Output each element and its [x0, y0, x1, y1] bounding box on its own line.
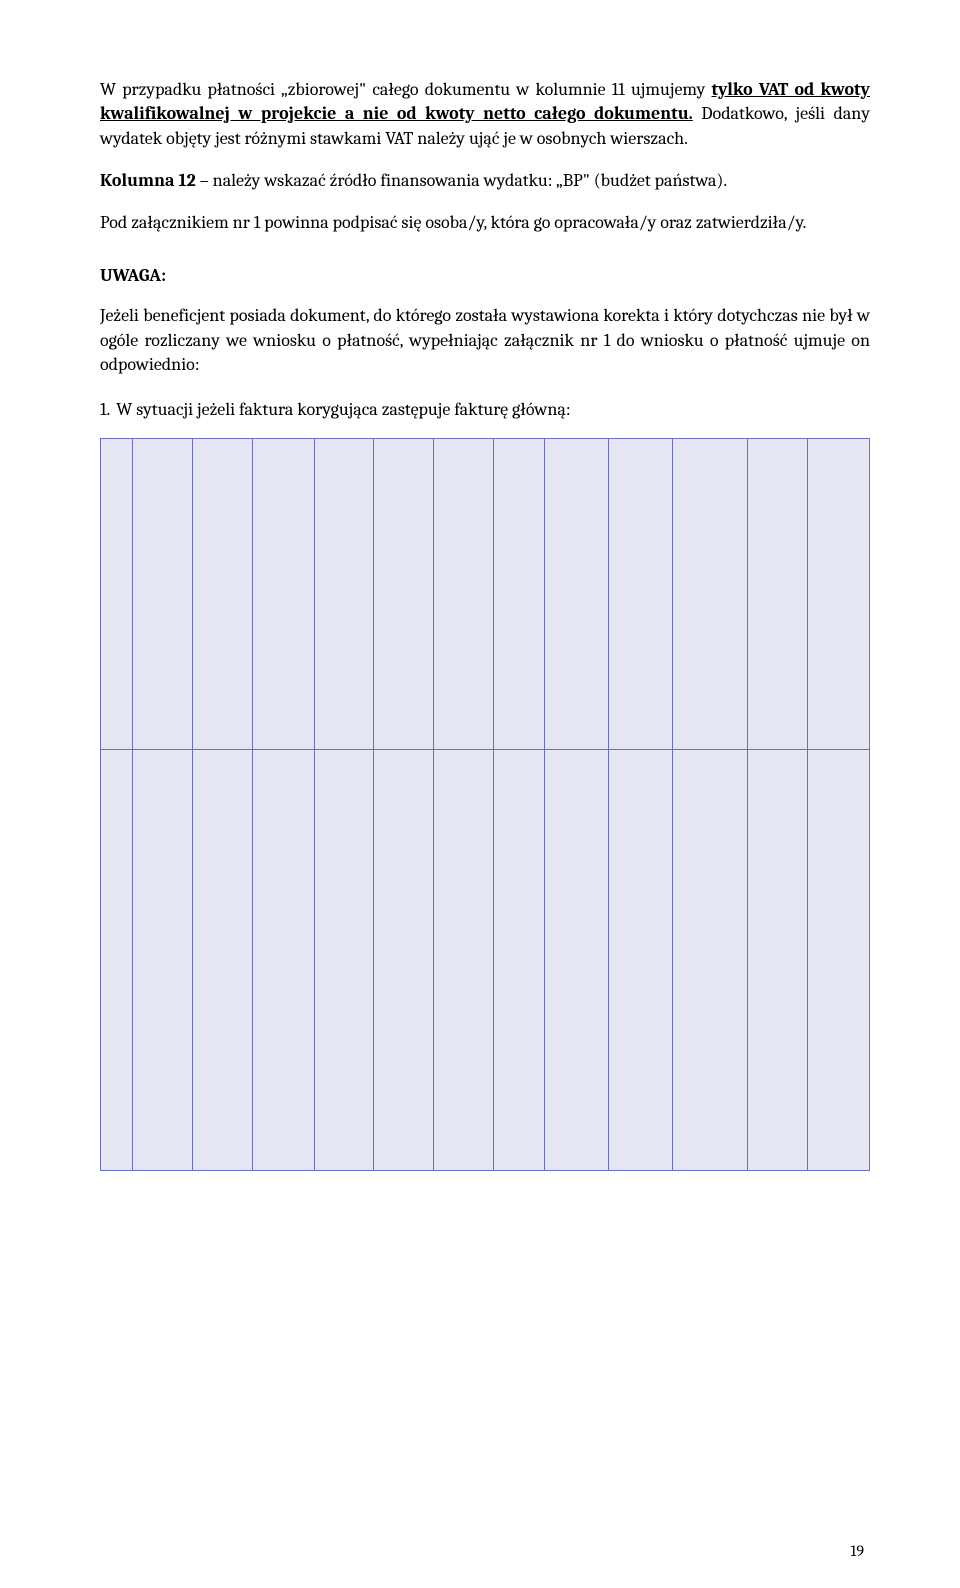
paragraph-4: Jeżeli beneficjent posiada dokument, do … — [100, 304, 870, 377]
th-cross: Cross-financing (T/N) — [434, 439, 494, 750]
td-7 — [493, 750, 544, 1171]
page-number: 19 — [851, 1542, 864, 1560]
td-12 — [807, 750, 869, 1171]
td-5 — [374, 750, 434, 1171]
para1-pre: W przypadku płatności „zbiorowej" całego… — [100, 79, 712, 100]
table-row: - nr dokumentu korygującego - nr dokumen… — [101, 750, 870, 1171]
page: W przypadku płatności „zbiorowej" całego… — [0, 0, 960, 1588]
korekta-table: Lp. Nr dokumentu Nr księgowy lub ewidenc… — [100, 438, 870, 1171]
th-nazwa: Nazwa towaru lub usługi — [374, 439, 434, 750]
kolumna-12-label: Kolumna 12 — [100, 170, 196, 191]
td-1: - nr dokumentu korygującego — [133, 750, 193, 1171]
table-wrap: Lp. Nr dokumentu Nr księgowy lub ewidenc… — [100, 438, 870, 1171]
td-11: Kwota VAT od wydatków kwalifikowalnych z… — [748, 750, 808, 1171]
td-4: - data zapłaty kwoty kwalifikowalnej — [314, 750, 374, 1171]
uwaga-heading: UWAGA: — [100, 265, 870, 286]
th-vat: W tym VAT — [748, 439, 808, 750]
para2-rest: – należy wskazać źródło finansowania wyd… — [196, 170, 727, 191]
list-1-number: 1. — [100, 399, 110, 420]
list-1-text: W sytuacji jeżeli faktura korygująca zas… — [116, 399, 570, 420]
td-9: Kwota netto dokumentu korygującego — [609, 750, 673, 1171]
th-netto: Kwota dokumentu netto — [609, 439, 673, 750]
td-6 — [434, 750, 494, 1171]
paragraph-3: Pod załącznikiem nr 1 powinna podpisać s… — [100, 211, 870, 235]
th-lp: Lp. — [101, 439, 133, 750]
th-data-zapl: Data zapłaty — [314, 439, 374, 750]
th-kwalif: kwota wydatków kwalifikowanych — [673, 439, 748, 750]
th-data-wyst: Data wystawienia dokumentu — [252, 439, 314, 750]
td-2: - nr dokumentu korygującego — [192, 750, 252, 1171]
td-3: - data wystawienia dokumentu korygująceg… — [252, 750, 314, 1171]
paragraph-2: Kolumna 12 – należy wskazać źródło finan… — [100, 169, 870, 193]
th-zrodlo: Źródło finansowania — [807, 439, 869, 750]
th-brutto: Kwota dokumentu brutto — [545, 439, 609, 750]
td-8: Kwota brutto dokumentu korygującego — [545, 750, 609, 1171]
table-header-row: Lp. Nr dokumentu Nr księgowy lub ewidenc… — [101, 439, 870, 750]
th-nr-dok: Nr dokumentu — [133, 439, 193, 750]
td-10: Kwota wydatków kwalifikowalnych z dokume… — [673, 750, 748, 1171]
th-zadania: Zadania zlecone (T/N) — [493, 439, 544, 750]
th-nr-ks: Nr księgowy lub ewidencyjny — [192, 439, 252, 750]
list-item-1: 1. W sytuacji jeżeli faktura korygująca z… — [100, 399, 870, 420]
paragraph-1: W przypadku płatności „zbiorowej" całego… — [100, 78, 870, 151]
td-0 — [101, 750, 133, 1171]
